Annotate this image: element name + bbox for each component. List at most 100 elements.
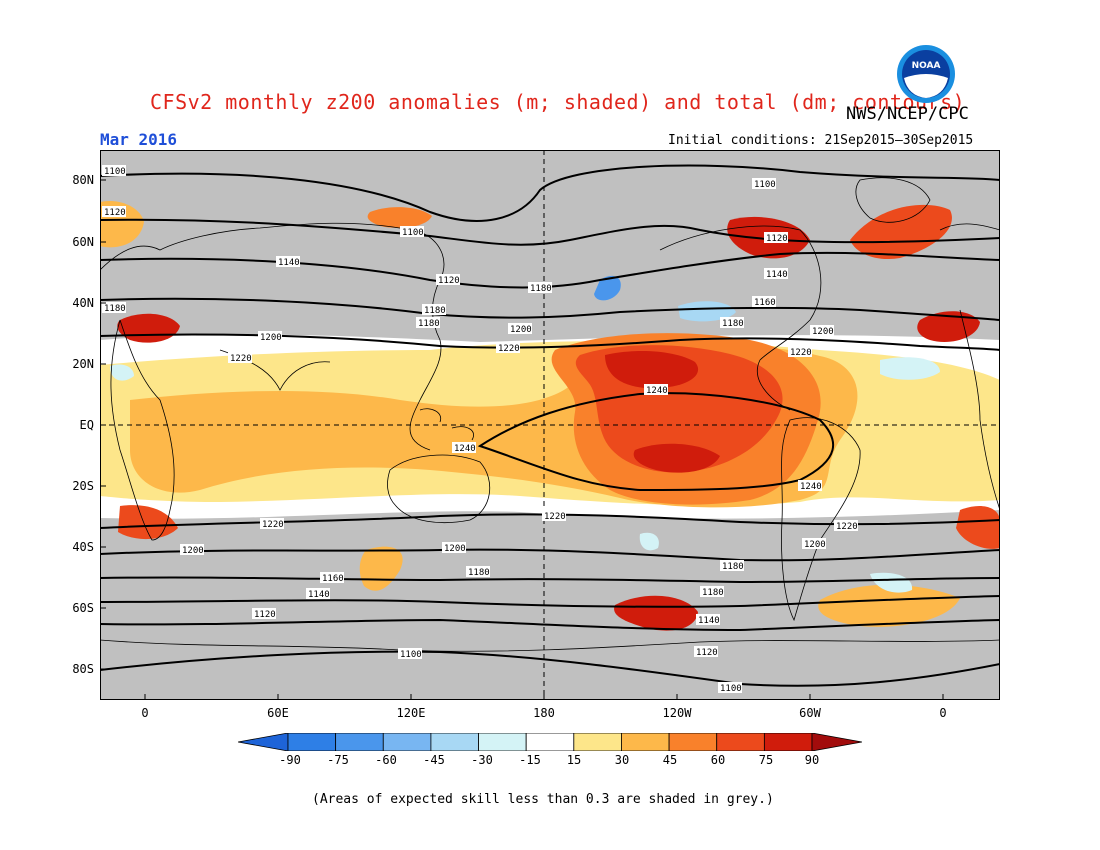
contour-label: 1120 — [766, 234, 788, 244]
high-northatlantic — [850, 204, 952, 260]
contour-label: 1100 — [400, 650, 422, 660]
lat-label: EQ — [79, 418, 94, 432]
contour-label: 1120 — [438, 276, 460, 286]
contour-label: 1200 — [510, 325, 532, 335]
contour-label: 1220 — [790, 348, 812, 358]
lon-label: 60E — [267, 706, 289, 720]
colorbar-label: -60 — [375, 753, 397, 767]
contour-label: 1120 — [254, 610, 276, 620]
anom-75-90-north — [605, 350, 699, 389]
low-south-atlantic — [870, 572, 913, 593]
colorbar-swatch — [621, 733, 670, 751]
colorbar-arrow-left — [238, 733, 289, 751]
lat-label: 40N — [72, 296, 94, 310]
agency-label: NWS/NCEP/CPC — [846, 104, 969, 124]
contour-label: 1120 — [104, 208, 126, 218]
high-siberia — [367, 207, 432, 228]
contour-label-group: 1100 1100 1100 1120 1120 1140 1120 1140 … — [102, 165, 858, 694]
colorbar-label: -45 — [423, 753, 445, 767]
contour-label: 1180 — [702, 588, 724, 598]
colorbar — [238, 733, 862, 751]
high-atlantic-subtropic — [917, 311, 980, 342]
high-south-atlantic — [818, 584, 960, 627]
anomaly-map: 1100 1100 1100 1120 1120 1140 1120 1140 … — [100, 150, 1000, 700]
noaa-logo-text: NOAA — [912, 61, 941, 71]
lat-label: 20N — [72, 357, 94, 371]
contour-label: 1160 — [322, 574, 344, 584]
colorbar-label: -75 — [327, 753, 349, 767]
colorbar-swatch — [525, 733, 575, 751]
contour-label: 1200 — [804, 540, 826, 550]
lat-label: 40S — [72, 540, 94, 554]
contour-label: 1220 — [498, 344, 520, 354]
colorbar-swatch — [668, 733, 718, 751]
colorbar-swatch — [382, 733, 432, 751]
lon-label: 0 — [939, 706, 947, 720]
lon-label: 60W — [799, 706, 821, 720]
high-southern-africa — [956, 506, 1000, 549]
lat-label: 80S — [72, 662, 94, 676]
contour-label: 1200 — [812, 327, 834, 337]
lon-label: 0 — [141, 706, 149, 720]
noaa-logo-icon: NOAA — [897, 45, 955, 103]
colorbar-swatch — [716, 733, 765, 751]
contour-label: 1180 — [418, 319, 440, 329]
lon-label: 120W — [662, 706, 692, 720]
contour-label: 1140 — [698, 616, 720, 626]
contour-label: 1180 — [424, 306, 446, 316]
contour-label: 1240 — [800, 482, 822, 492]
lat-label: 80N — [72, 173, 94, 187]
contour-label: 1200 — [444, 544, 466, 554]
colorbar-label: -15 — [519, 753, 541, 767]
low-pacific-north — [594, 275, 621, 301]
contour-label: 1200 — [182, 546, 204, 556]
colorbar-label: 30 — [614, 753, 630, 767]
low-africa — [110, 364, 134, 381]
contour-label: 1220 — [230, 354, 252, 364]
high-south-pacific — [614, 595, 698, 631]
colorbar-swatch — [287, 733, 337, 751]
colorbar-label: 90 — [804, 753, 820, 767]
contour-label: 1240 — [454, 444, 476, 454]
high-south-atlantic-west — [118, 505, 178, 540]
contour-label: 1220 — [262, 520, 284, 530]
colorbar-swatch — [335, 733, 384, 751]
chart-title: CFSv2 monthly z200 anomalies (m; shaded)… — [150, 90, 966, 114]
forecast-month: Mar 2016 — [100, 130, 178, 149]
anom-75-90-south — [633, 443, 720, 473]
contour-label: 1100 — [754, 180, 776, 190]
contour-label: 1100 — [720, 684, 742, 694]
colorbar-label: 45 — [662, 753, 678, 767]
contour-label: 1220 — [544, 512, 566, 522]
colorbar-label: 75 — [758, 753, 774, 767]
lon-label: 180 — [533, 706, 555, 720]
contour-label: 1180 — [722, 319, 744, 329]
contour-label: 1180 — [104, 304, 126, 314]
colorbar-swatch — [763, 733, 813, 751]
colorbar-arrow-right — [811, 733, 862, 751]
coastlines — [100, 177, 1000, 652]
contour-label: 1180 — [468, 568, 490, 578]
contour-label: 1200 — [260, 333, 282, 343]
low-pacific-east — [678, 301, 736, 322]
contour-label: 1180 — [722, 562, 744, 572]
contour-label: 1160 — [754, 298, 776, 308]
contour-label: 1140 — [308, 590, 330, 600]
colorbar-label: 60 — [710, 753, 726, 767]
lon-label: 120E — [396, 706, 426, 720]
contour-label: 1120 — [696, 648, 718, 658]
low-atlantic — [880, 357, 940, 380]
skill-footnote: (Areas of expected skill less than 0.3 a… — [312, 792, 774, 807]
colorbar-label: 15 — [566, 753, 582, 767]
contour-label: 1140 — [278, 258, 300, 268]
contour-label: 1140 — [766, 270, 788, 280]
axis-ticks — [100, 179, 944, 700]
lat-label: 60S — [72, 601, 94, 615]
contour-label: 1100 — [104, 167, 126, 177]
colorbar-label: -90 — [279, 753, 301, 767]
lat-label: 60N — [72, 235, 94, 249]
colorbar-label: -30 — [471, 753, 493, 767]
colorbar-swatch — [430, 733, 479, 751]
lat-label: 20S — [72, 479, 94, 493]
contour-label: 1220 — [836, 522, 858, 532]
